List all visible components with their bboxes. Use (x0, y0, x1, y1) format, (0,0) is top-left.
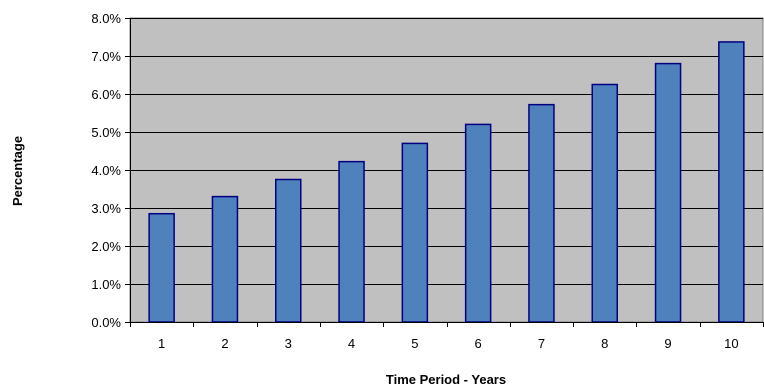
x-tick-label: 3 (285, 336, 292, 351)
bar (275, 178, 302, 323)
x-tick-label: 4 (348, 336, 355, 351)
bar (591, 83, 618, 323)
bar (338, 160, 365, 323)
x-axis-title: Time Period - Years (386, 372, 506, 387)
bar (654, 62, 682, 323)
y-tick-label: 7.0% (91, 49, 121, 64)
x-axis: 1 2 3 4 5 6 7 8 9 10 (130, 322, 764, 351)
y-tick-label: 1.0% (91, 277, 121, 292)
x-tick-label: 7 (538, 336, 545, 351)
x-tick-label: 10 (724, 336, 738, 351)
x-tick-label: 1 (158, 336, 165, 351)
y-axis-title: Percentage (10, 136, 25, 206)
y-tick-label: 0.0% (91, 315, 121, 330)
bar (528, 103, 555, 323)
bar (464, 123, 492, 323)
y-tick-label: 4.0% (91, 163, 121, 178)
x-tick-label: 6 (475, 336, 482, 351)
x-tick-label: 2 (221, 336, 228, 351)
bars (148, 41, 745, 323)
y-axis: 0.0% 1.0% 2.0% 3.0% 4.0% 5.0% 6.0% 7.0% 8.0% (91, 11, 131, 330)
y-tick-label: 2.0% (91, 239, 121, 254)
y-tick-label: 6.0% (91, 87, 121, 102)
bar (718, 41, 745, 323)
x-tick-label: 9 (664, 336, 671, 351)
y-tick-label: 5.0% (91, 125, 121, 140)
bar (211, 195, 239, 323)
bar (148, 212, 175, 323)
y-tick-label: 3.0% (91, 201, 121, 216)
x-tick-label: 8 (601, 336, 608, 351)
y-tick-label: 8.0% (91, 11, 121, 26)
x-tick-label: 5 (411, 336, 418, 351)
bar (401, 142, 429, 323)
